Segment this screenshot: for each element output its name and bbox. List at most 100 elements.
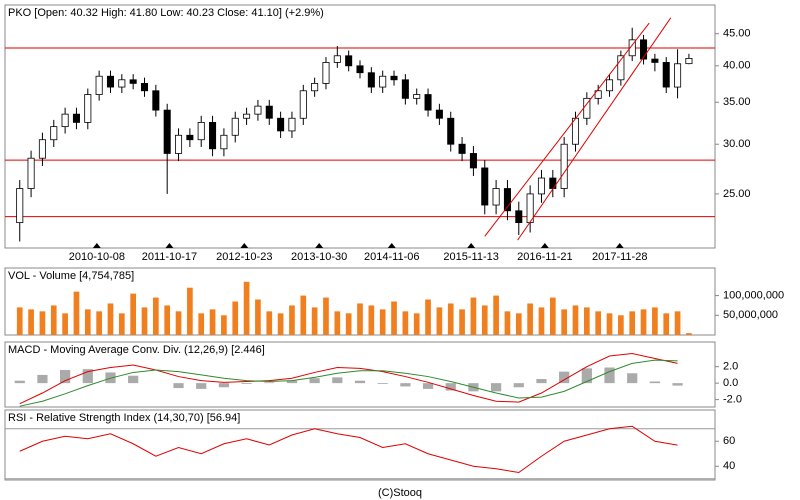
- candle-body: [27, 157, 35, 189]
- candle-body: [628, 39, 636, 57]
- candle-body: [38, 139, 46, 159]
- candle-body: [685, 58, 693, 65]
- volume-bar: [289, 305, 295, 335]
- x-tick-marker: [467, 243, 476, 248]
- candle-body: [413, 94, 421, 99]
- candle-body: [435, 109, 443, 119]
- x-tick-label: 2010-10-08: [69, 251, 125, 263]
- histogram-bar: [649, 381, 660, 384]
- volume-bar: [209, 309, 216, 335]
- volume-bar: [549, 297, 556, 335]
- x-tick-label: 2017-11-28: [592, 251, 647, 263]
- histogram-bar: [173, 383, 184, 389]
- volume-bar: [164, 305, 171, 335]
- panel-title: PKO [Open: 40.32 High: 41.80 Low: 40.23 …: [8, 7, 324, 19]
- volume-bar: [73, 291, 80, 335]
- y-tick-label: 45.00: [723, 28, 751, 40]
- histogram-bar: [672, 383, 683, 386]
- footer: (C)Stooq: [378, 487, 422, 499]
- candle-body: [674, 63, 682, 88]
- volume-bar: [391, 301, 397, 335]
- histogram-bar: [14, 380, 25, 384]
- y-tick-label: 40.00: [723, 60, 751, 72]
- volume-bar: [686, 333, 692, 335]
- candle-body: [560, 143, 568, 189]
- candle-body: [197, 122, 205, 141]
- volume-bar: [379, 309, 386, 335]
- trend-line: [484, 22, 650, 237]
- candle-body: [265, 105, 273, 119]
- candle-body: [469, 153, 477, 169]
- histogram-bar: [241, 383, 252, 384]
- volume-bar: [493, 295, 499, 335]
- volume-bar: [118, 313, 125, 335]
- x-tick-marker: [615, 243, 624, 248]
- volume-bar: [62, 313, 68, 335]
- volume-bar: [277, 313, 284, 335]
- volume-bar: [153, 297, 159, 335]
- histogram-bar: [218, 383, 230, 388]
- volume-bar: [198, 313, 205, 335]
- histogram-bar: [60, 369, 71, 384]
- candle-body: [140, 83, 149, 92]
- histogram-bar: [332, 377, 343, 384]
- candle-body: [106, 75, 114, 88]
- candle-body: [606, 79, 614, 92]
- candle-body: [61, 113, 69, 128]
- candle-body: [322, 62, 330, 84]
- candle-body: [662, 62, 670, 88]
- y-tick-label: 100,000,000: [723, 289, 784, 301]
- histogram-bar: [559, 371, 570, 384]
- histogram-bar: [627, 373, 638, 384]
- histogram-bar: [400, 383, 411, 387]
- y-tick-label: 25.00: [723, 188, 751, 200]
- volume-bar: [255, 299, 261, 335]
- volume-bar: [50, 305, 57, 335]
- volume-bar: [663, 313, 670, 335]
- volume-bar: [470, 297, 477, 335]
- x-tick-label: 2015-11-13: [443, 251, 498, 263]
- histogram-bar: [286, 380, 298, 384]
- candle-body: [390, 75, 398, 81]
- candle-body: [345, 55, 353, 67]
- volume-bar: [447, 303, 454, 335]
- x-tick-marker: [92, 243, 101, 248]
- y-tick-label: 0.0: [723, 377, 738, 389]
- indicator-line: [19, 353, 678, 405]
- histogram-bar: [354, 380, 366, 384]
- volume-bar: [425, 299, 431, 335]
- histogram-bar: [264, 382, 275, 384]
- candle-body: [617, 55, 625, 81]
- volume-bar: [16, 307, 23, 335]
- histogram-bar: [581, 368, 592, 384]
- histogram-bar: [128, 375, 139, 384]
- volume-bar: [187, 287, 193, 335]
- volume-bar: [345, 313, 352, 335]
- panel-title: VOL - Volume [4,754,785]: [8, 270, 134, 282]
- x-tick-marker: [165, 243, 174, 248]
- volume-bar: [368, 305, 375, 335]
- candle-body: [549, 177, 557, 189]
- x-tick-label: 2013-10-30: [291, 251, 347, 263]
- candle-body: [299, 90, 307, 119]
- histogram-bar: [377, 383, 388, 384]
- y-tick-label: 40: [723, 460, 735, 472]
- candle-body: [243, 113, 251, 119]
- volume-bar: [311, 307, 318, 335]
- panel-title: MACD - Moving Average Conv. Div. (12,26,…: [8, 344, 265, 356]
- x-tick-marker: [540, 243, 549, 248]
- x-tick-marker: [387, 243, 396, 248]
- candle-body: [379, 75, 387, 88]
- candle-body: [401, 79, 409, 99]
- volume-bar: [300, 295, 307, 335]
- candle-body: [594, 90, 602, 99]
- candle-body: [458, 143, 466, 154]
- volume-bar: [527, 303, 533, 335]
- candle-body: [186, 134, 194, 141]
- panel-frame: [4, 409, 716, 481]
- volume-bar: [413, 313, 420, 335]
- volume-bar: [538, 307, 545, 335]
- candle-body: [254, 105, 262, 115]
- candle-body: [447, 117, 455, 145]
